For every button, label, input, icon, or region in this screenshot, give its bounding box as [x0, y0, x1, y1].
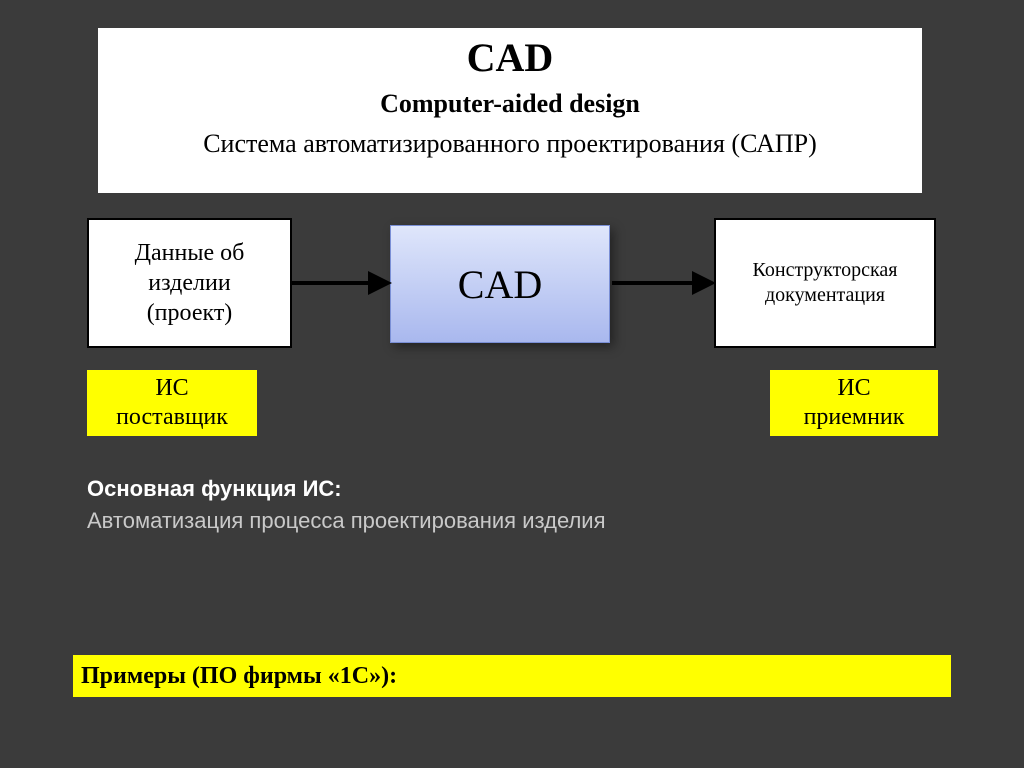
label-supplier-text: ИСпоставщик: [116, 374, 228, 432]
function-block: Основная функция ИС: Автоматизация проце…: [87, 476, 605, 534]
flow-process-text: CAD: [458, 261, 542, 308]
label-receiver: ИСприемник: [770, 370, 938, 436]
examples-bar: Примеры (ПО фирмы «1С»):: [73, 655, 951, 697]
header-box: CAD Computer-aided design Система автома…: [98, 28, 922, 193]
flow-output-text: Конструкторскаядокументация: [753, 258, 898, 308]
flow-input-box: Данные обизделии(проект): [87, 218, 292, 348]
flow-output-box: Конструкторскаядокументация: [714, 218, 936, 348]
header-ru-text: Система автоматизированного проектирован…: [98, 129, 922, 159]
slide-stage: CAD Computer-aided design Система автома…: [0, 0, 1024, 768]
function-label: Основная функция ИС:: [87, 476, 342, 501]
flow-process-box: CAD: [390, 225, 610, 343]
label-supplier: ИСпоставщик: [87, 370, 257, 436]
examples-text: Примеры (ПО фирмы «1С»):: [81, 663, 397, 690]
function-text: Автоматизация процесса проектирования из…: [87, 508, 605, 533]
header-title: CAD: [98, 28, 922, 81]
header-subtitle: Computer-aided design: [98, 89, 922, 119]
label-receiver-text: ИСприемник: [804, 374, 905, 432]
flow-input-text: Данные обизделии(проект): [135, 238, 245, 328]
